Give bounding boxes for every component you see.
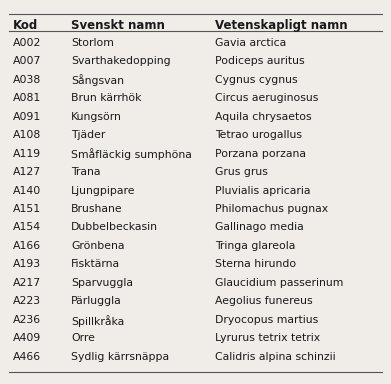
Text: A081: A081 [13, 93, 41, 103]
Text: Pluvialis apricaria: Pluvialis apricaria [215, 185, 310, 195]
Text: Aquila chrysaetos: Aquila chrysaetos [215, 112, 312, 122]
Text: Porzana porzana: Porzana porzana [215, 149, 306, 159]
Text: Sterna hirundo: Sterna hirundo [215, 260, 296, 270]
Text: Glaucidium passerinum: Glaucidium passerinum [215, 278, 343, 288]
Text: A119: A119 [13, 149, 41, 159]
Text: Pärluggla: Pärluggla [71, 296, 122, 306]
Text: A091: A091 [13, 112, 41, 122]
Text: Cygnus cygnus: Cygnus cygnus [215, 74, 298, 84]
Text: Dryocopus martius: Dryocopus martius [215, 315, 318, 325]
Text: A140: A140 [13, 185, 41, 195]
Text: Tringa glareola: Tringa glareola [215, 241, 295, 251]
Text: A409: A409 [13, 333, 41, 343]
Text: Kod: Kod [13, 18, 38, 31]
Text: A007: A007 [13, 56, 41, 66]
Text: Sparvuggla: Sparvuggla [71, 278, 133, 288]
Text: Dubbelbeckasin: Dubbelbeckasin [71, 222, 158, 232]
Text: Calidris alpina schinzii: Calidris alpina schinzii [215, 352, 335, 362]
Text: Gallinago media: Gallinago media [215, 222, 304, 232]
Text: Lyrurus tetrix tetrix: Lyrurus tetrix tetrix [215, 333, 320, 343]
Text: A151: A151 [13, 204, 41, 214]
Text: Vetenskapligt namn: Vetenskapligt namn [215, 18, 348, 31]
Text: Småfläckig sumphöna: Småfläckig sumphöna [71, 149, 192, 161]
Text: A217: A217 [13, 278, 41, 288]
Text: Gavia arctica: Gavia arctica [215, 38, 286, 48]
Text: Spillkråka: Spillkråka [71, 315, 124, 327]
Text: A154: A154 [13, 222, 41, 232]
Text: Tetrao urogallus: Tetrao urogallus [215, 130, 302, 140]
Text: A223: A223 [13, 296, 41, 306]
Text: Circus aeruginosus: Circus aeruginosus [215, 93, 318, 103]
Text: Podiceps auritus: Podiceps auritus [215, 56, 305, 66]
Text: Aegolius funereus: Aegolius funereus [215, 296, 312, 306]
Text: A166: A166 [13, 241, 41, 251]
Text: Philomachus pugnax: Philomachus pugnax [215, 204, 328, 214]
Text: Kungsörn: Kungsörn [71, 112, 122, 122]
Text: Brun kärrhök: Brun kärrhök [71, 93, 142, 103]
Text: Grönbena: Grönbena [71, 241, 125, 251]
Text: Brushane: Brushane [71, 204, 123, 214]
Text: Grus grus: Grus grus [215, 167, 268, 177]
Text: Fisktärna: Fisktärna [71, 260, 120, 270]
Text: A193: A193 [13, 260, 41, 270]
Text: A108: A108 [13, 130, 41, 140]
Text: Sydlig kärrsnäppa: Sydlig kärrsnäppa [71, 352, 169, 362]
Text: Trana: Trana [71, 167, 101, 177]
Text: A466: A466 [13, 352, 41, 362]
Text: A002: A002 [13, 38, 41, 48]
Text: Svenskt namn: Svenskt namn [71, 18, 165, 31]
Text: Sångsvan: Sångsvan [71, 74, 124, 86]
Text: A038: A038 [13, 74, 41, 84]
Text: A236: A236 [13, 315, 41, 325]
Text: Orre: Orre [71, 333, 95, 343]
Text: A127: A127 [13, 167, 41, 177]
Text: Tjäder: Tjäder [71, 130, 106, 140]
Text: Storlom: Storlom [71, 38, 114, 48]
Text: Svarthakedopping: Svarthakedopping [71, 56, 171, 66]
Text: Ljungpipare: Ljungpipare [71, 185, 136, 195]
